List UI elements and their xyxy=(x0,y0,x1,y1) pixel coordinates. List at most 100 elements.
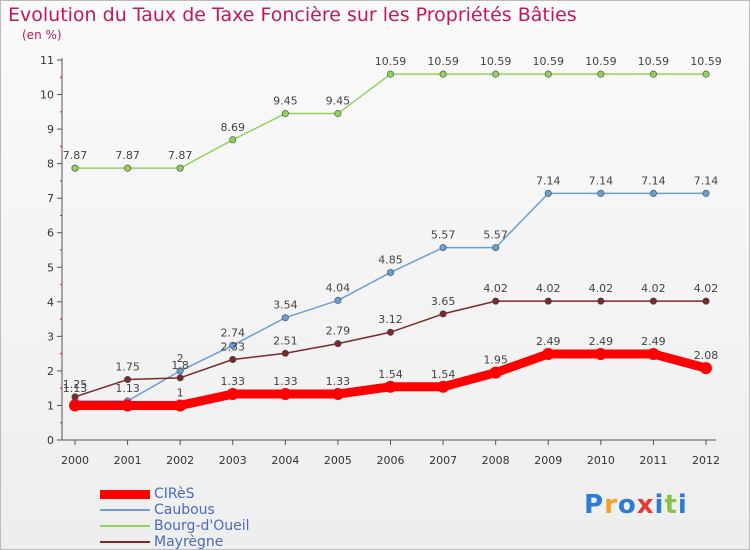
x-tick-label: 2005 xyxy=(324,454,352,467)
legend-label: Bourg-d'Oueil xyxy=(154,518,250,534)
x-tick-label: 2001 xyxy=(114,454,142,467)
data-point xyxy=(439,244,447,252)
data-point xyxy=(702,70,710,78)
data-point xyxy=(702,297,710,305)
data-label: 5.57 xyxy=(431,229,456,242)
data-point xyxy=(334,340,342,348)
data-label: 10.59 xyxy=(375,55,407,68)
data-label: 3.54 xyxy=(273,299,298,312)
data-point xyxy=(544,70,552,78)
legend-swatch-cires xyxy=(100,489,150,499)
data-point xyxy=(176,164,184,172)
legend-swatch-caubous xyxy=(100,509,150,511)
data-point xyxy=(597,70,605,78)
logo-letter: P xyxy=(584,490,605,520)
data-label: 1.54 xyxy=(378,368,403,381)
data-point xyxy=(69,399,81,412)
x-tick-label: 2008 xyxy=(482,454,510,467)
data-label: 2.49 xyxy=(641,335,666,348)
logo-letter: i xyxy=(677,490,688,520)
data-label: 10.59 xyxy=(533,55,565,68)
y-tick-label: 2 xyxy=(47,365,54,378)
data-label: 2.08 xyxy=(694,349,719,362)
chart-unit: (en %) xyxy=(22,28,62,42)
data-label: 2.33 xyxy=(221,341,246,354)
data-point xyxy=(226,388,239,401)
data-label: 7.87 xyxy=(115,149,140,162)
data-label: 4.02 xyxy=(589,282,614,295)
data-point xyxy=(124,164,132,172)
data-label: 10.59 xyxy=(585,55,617,68)
data-point xyxy=(700,362,712,375)
y-tick-label: 8 xyxy=(47,158,54,171)
data-point xyxy=(544,297,552,305)
data-label: 4.04 xyxy=(326,281,351,294)
data-label: 4.02 xyxy=(536,282,561,295)
data-point xyxy=(331,388,344,401)
data-label: 7.14 xyxy=(589,174,614,187)
y-tick-label: 1 xyxy=(47,399,54,412)
data-point xyxy=(702,189,710,197)
data-point xyxy=(542,347,555,360)
data-point xyxy=(229,341,237,349)
data-point xyxy=(594,347,607,360)
data-point xyxy=(71,164,79,172)
y-tick-label: 5 xyxy=(47,261,54,274)
data-point xyxy=(386,268,394,276)
data-label: 2 xyxy=(177,352,184,365)
legend-swatch-mayregne xyxy=(100,541,150,543)
data-point xyxy=(281,314,289,322)
data-label: 1.95 xyxy=(483,354,508,367)
logo-letter: o xyxy=(617,490,637,520)
data-point xyxy=(176,367,184,375)
data-point xyxy=(71,393,79,401)
data-point xyxy=(176,374,184,382)
data-label: 10.59 xyxy=(690,55,722,68)
data-point xyxy=(229,136,237,144)
logo-letter: x xyxy=(636,490,655,520)
data-point xyxy=(229,356,237,364)
legend-item: CIRèS xyxy=(100,486,250,502)
data-label: 1.33 xyxy=(273,375,298,388)
data-label: 1.8 xyxy=(171,359,189,372)
legend-item: Mayrègne xyxy=(100,534,250,550)
data-label: 3.65 xyxy=(431,295,456,308)
data-label: 5.57 xyxy=(483,229,508,242)
data-point xyxy=(124,376,132,384)
data-label: 1.33 xyxy=(326,375,351,388)
y-tick-label: 9 xyxy=(47,123,54,136)
data-point xyxy=(597,297,605,305)
data-point xyxy=(437,380,450,393)
y-tick-label: 0 xyxy=(47,434,54,447)
x-tick-label: 2000 xyxy=(61,454,89,467)
data-label: 4.85 xyxy=(378,253,403,266)
logo-letter: i xyxy=(654,490,665,520)
logo-letter: r xyxy=(604,490,618,520)
data-point xyxy=(647,347,660,360)
logo-letter: t xyxy=(664,490,678,520)
legend-label: Mayrègne xyxy=(154,534,224,550)
data-label: 10.59 xyxy=(480,55,512,68)
x-tick-label: 2004 xyxy=(271,454,299,467)
x-tick-label: 2009 xyxy=(534,454,562,467)
data-point xyxy=(279,388,292,401)
y-tick-label: 7 xyxy=(47,192,54,205)
y-tick-label: 11 xyxy=(40,54,54,67)
data-label: 4.02 xyxy=(641,282,666,295)
data-label: 7.87 xyxy=(63,149,88,162)
data-point xyxy=(281,110,289,118)
y-tick-label: 6 xyxy=(47,227,54,240)
data-point xyxy=(384,380,397,393)
data-label: 1.33 xyxy=(221,375,246,388)
data-point xyxy=(334,110,342,118)
legend-swatch-bourg-d-oueil xyxy=(100,525,150,527)
data-point xyxy=(492,244,500,252)
x-tick-label: 2012 xyxy=(692,454,720,467)
data-label: 2.79 xyxy=(326,325,351,338)
y-tick-label: 3 xyxy=(47,330,54,343)
data-label: 2.49 xyxy=(536,335,561,348)
data-point xyxy=(439,310,447,318)
data-point xyxy=(439,70,447,78)
